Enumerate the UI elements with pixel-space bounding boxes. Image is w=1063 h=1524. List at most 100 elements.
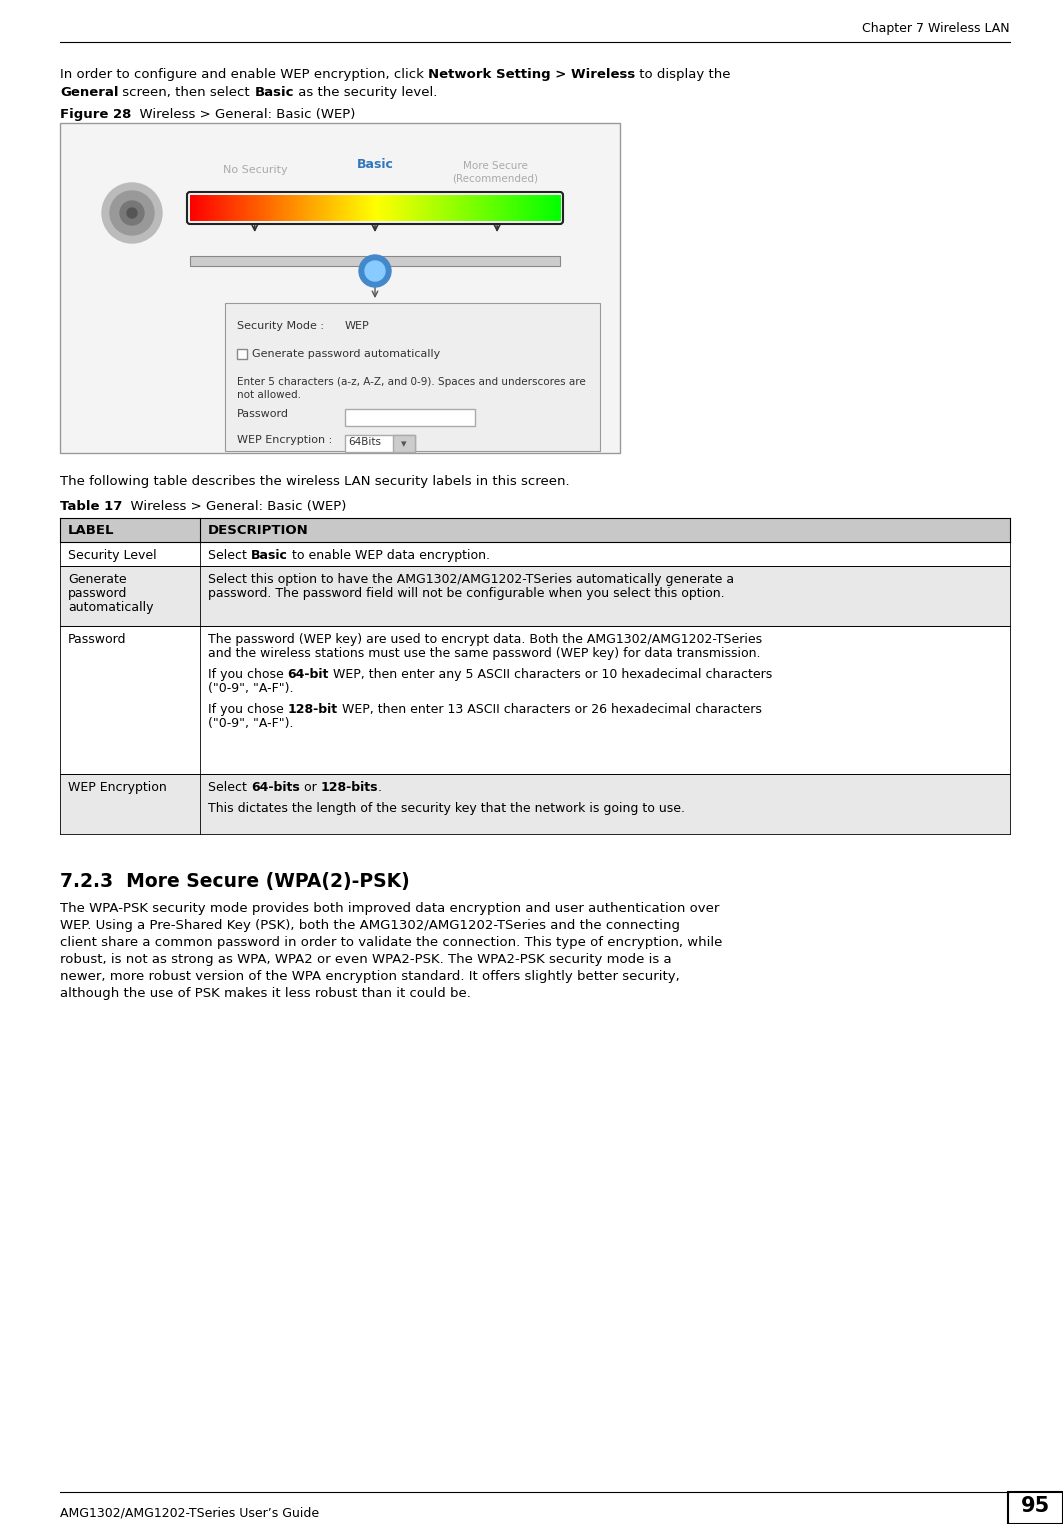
Bar (313, 195, 315, 221)
Bar (273, 195, 275, 221)
Bar (513, 195, 517, 221)
Bar (325, 195, 327, 221)
Text: not allowed.: not allowed. (237, 390, 301, 399)
Bar (345, 408, 475, 427)
Text: 64-bit: 64-bit (288, 668, 330, 681)
Text: ("0-9", "A-F").: ("0-9", "A-F"). (208, 716, 293, 730)
Bar (510, 195, 512, 221)
Bar (288, 195, 290, 221)
Bar (488, 195, 490, 221)
Bar (366, 195, 368, 221)
Bar (216, 195, 218, 221)
Bar (460, 195, 462, 221)
Bar (60, 774, 1010, 834)
Bar (199, 195, 202, 221)
Bar (448, 195, 450, 221)
Bar (236, 195, 238, 221)
Bar (279, 195, 281, 221)
Bar (541, 195, 544, 221)
Bar (263, 195, 265, 221)
Bar (393, 434, 415, 453)
Bar (305, 195, 307, 221)
Text: robust, is not as strong as WPA, WPA2 or even WPA2-PSK. The WPA2-PSK security mo: robust, is not as strong as WPA, WPA2 or… (60, 952, 672, 966)
Bar (480, 195, 483, 221)
Bar (240, 195, 242, 221)
Bar (198, 195, 200, 221)
Bar (296, 195, 298, 221)
Bar (377, 195, 379, 221)
Bar (321, 195, 324, 221)
Text: Select this option to have the AMG1302/AMG1202-TSeries automatically generate a: Select this option to have the AMG1302/A… (208, 573, 735, 587)
Bar (486, 195, 488, 221)
Bar (371, 195, 374, 221)
Bar (355, 195, 357, 221)
Text: This dictates the length of the security key that the network is going to use.: This dictates the length of the security… (208, 802, 685, 815)
Bar (214, 195, 217, 221)
Bar (191, 195, 195, 221)
Bar (349, 195, 352, 221)
Text: Wireless > General: Basic (WEP): Wireless > General: Basic (WEP) (122, 500, 347, 514)
Bar (323, 195, 325, 221)
Text: Generate password automatically: Generate password automatically (252, 349, 440, 360)
Bar (356, 195, 359, 221)
Text: Security Level: Security Level (68, 549, 156, 562)
Bar (301, 195, 303, 221)
Bar (206, 195, 209, 221)
Bar (403, 195, 405, 221)
Text: ▾: ▾ (401, 439, 407, 450)
Bar (249, 195, 252, 221)
Bar (440, 195, 442, 221)
Text: .: . (377, 780, 382, 794)
Bar (523, 195, 525, 221)
Bar (298, 195, 300, 221)
Bar (490, 195, 492, 221)
Bar (238, 195, 240, 221)
Bar (237, 349, 247, 360)
Bar (418, 195, 420, 221)
Bar (331, 195, 333, 221)
Bar (353, 195, 355, 221)
Bar (501, 195, 503, 221)
Text: General: General (60, 85, 118, 99)
Bar (520, 195, 522, 221)
Bar (233, 195, 235, 221)
Bar (375, 195, 377, 221)
Text: In order to configure and enable WEP encryption, click: In order to configure and enable WEP enc… (60, 69, 428, 81)
Bar (393, 195, 395, 221)
Bar (406, 195, 409, 221)
Text: WEP, then enter any 5 ASCII characters or 10 hexadecimal characters: WEP, then enter any 5 ASCII characters o… (330, 668, 773, 681)
Bar (441, 195, 444, 221)
Bar (218, 195, 220, 221)
Bar (318, 195, 320, 221)
Bar (443, 195, 445, 221)
Text: 128-bits: 128-bits (320, 780, 377, 794)
Bar (506, 195, 509, 221)
Bar (243, 195, 246, 221)
Text: password. The password field will not be configurable when you select this optio: password. The password field will not be… (208, 587, 725, 600)
Bar (213, 195, 215, 221)
Bar (547, 195, 550, 221)
Text: although the use of PSK makes it less robust than it could be.: although the use of PSK makes it less ro… (60, 988, 471, 1000)
Text: No Security: No Security (222, 165, 287, 175)
Bar (536, 195, 538, 221)
Text: Basic: Basic (356, 158, 393, 171)
Bar (434, 195, 437, 221)
Bar (308, 195, 310, 221)
Text: or: or (300, 780, 320, 794)
Bar (456, 195, 459, 221)
Bar (268, 195, 270, 221)
Bar (368, 195, 370, 221)
Bar (386, 195, 388, 221)
Text: 64Bits: 64Bits (348, 437, 381, 447)
Bar (445, 195, 448, 221)
Text: More Secure
(Recommended): More Secure (Recommended) (452, 162, 538, 183)
Bar (381, 195, 383, 221)
Text: The following table describes the wireless LAN security labels in this screen.: The following table describes the wirele… (60, 475, 570, 488)
Bar (336, 195, 338, 221)
Bar (427, 195, 429, 221)
Bar (196, 195, 198, 221)
Bar (549, 195, 552, 221)
Bar (221, 195, 224, 221)
Bar (543, 195, 545, 221)
Bar (60, 565, 1010, 626)
